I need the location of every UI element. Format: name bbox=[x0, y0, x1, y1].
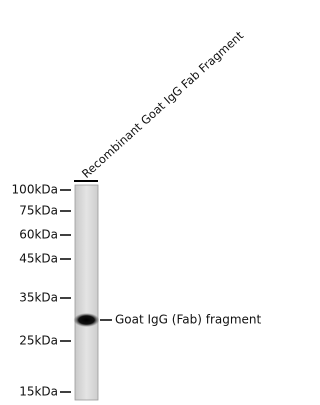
blot-lane bbox=[75, 185, 98, 400]
band-label: Goat IgG (Fab) fragment bbox=[115, 313, 262, 327]
lane-label: Recombinant Goat IgG Fab Fragment bbox=[79, 28, 247, 181]
marker-label: 15kDa bbox=[19, 385, 58, 399]
marker-label: 25kDa bbox=[19, 334, 58, 348]
protein-band bbox=[74, 313, 100, 327]
marker-label: 100kDa bbox=[12, 183, 58, 197]
blot-figure: Recombinant Goat IgG Fab Fragment Goat I… bbox=[0, 0, 271, 405]
marker-label: 45kDa bbox=[19, 252, 58, 266]
marker-ladder: 100kDa 75kDa 60kDa 45kDa 35kDa 25kDa 15kDa bbox=[12, 183, 71, 399]
marker-label: 35kDa bbox=[19, 291, 58, 305]
marker-label: 75kDa bbox=[19, 204, 58, 218]
marker-label: 60kDa bbox=[19, 228, 58, 242]
